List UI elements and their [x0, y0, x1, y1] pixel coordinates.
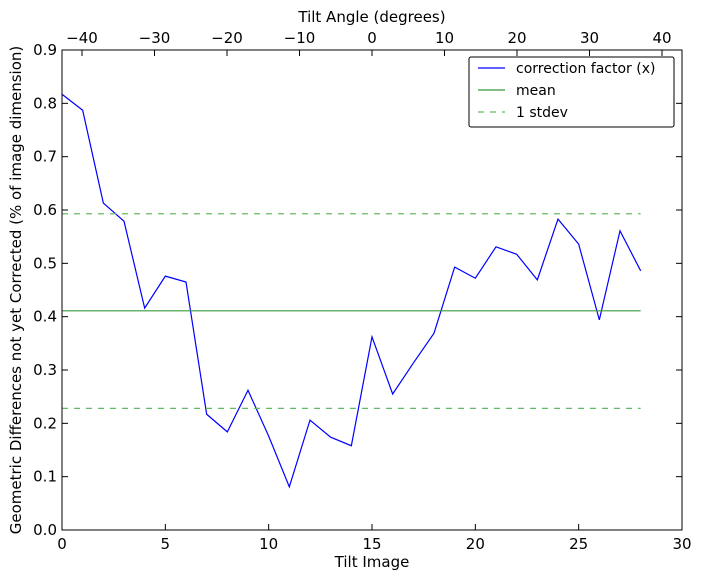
y-axis-label: Geometric Differences not yet Corrected … — [7, 46, 25, 535]
legend-box — [468, 56, 675, 128]
legend-label: mean — [516, 83, 556, 99]
x2-tick-label: 10 — [435, 29, 454, 47]
x2-tick-label: 30 — [580, 29, 599, 47]
y-tick-label: 0.6 — [33, 201, 57, 219]
x-tick-label: 25 — [569, 535, 588, 553]
x2-tick-label: −20 — [211, 29, 243, 47]
series-line-0 — [61, 93, 642, 489]
x2-tick-label: 20 — [507, 29, 526, 47]
x-axis-label: Tilt Image — [334, 553, 410, 571]
y-tick-label: 0.5 — [33, 254, 57, 272]
y-tick-label: 0.1 — [33, 468, 57, 486]
y-tick-label: 0.4 — [33, 308, 57, 326]
x2-tick-label: −10 — [284, 29, 316, 47]
y-tick-label: 0.8 — [33, 94, 57, 112]
y-tick-label: 0.0 — [33, 521, 57, 539]
x-tick-label: 15 — [362, 535, 381, 553]
legend-label: 1 stdev — [516, 105, 568, 121]
legend-label: correction factor (x) — [516, 61, 655, 77]
x2-tick-label: −40 — [66, 29, 98, 47]
x-tick-label: 20 — [466, 535, 485, 553]
x-tick-label: 10 — [259, 535, 278, 553]
x-tick-label: 0 — [57, 535, 67, 553]
y-tick-label: 0.9 — [33, 41, 57, 59]
y-tick-label: 0.7 — [33, 148, 57, 166]
x2-axis-label: Tilt Angle (degrees) — [297, 8, 445, 26]
x2-tick-label: 40 — [652, 29, 671, 47]
x-tick-label: 5 — [161, 535, 171, 553]
y-tick-label: 0.3 — [33, 361, 57, 379]
y-tick-label: 0.2 — [33, 414, 57, 432]
x2-tick-label: −30 — [139, 29, 171, 47]
x2-tick-label: 0 — [367, 29, 377, 47]
x-tick-label: 30 — [672, 535, 691, 553]
